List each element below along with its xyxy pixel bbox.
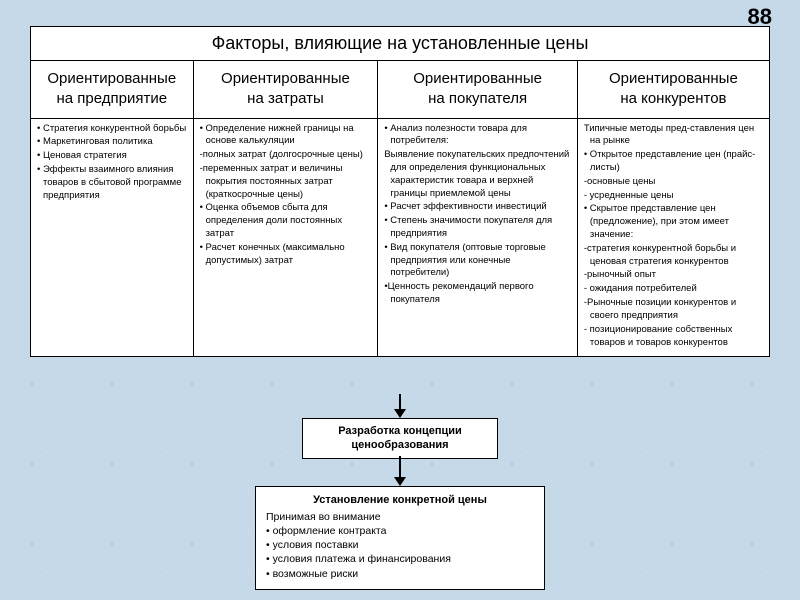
cell-0: • Стратегия конкурентной борьбы• Маркети…	[31, 118, 194, 357]
col-header-0: Ориентированные на предприятие	[31, 61, 194, 119]
cell-item: -основные цены	[584, 176, 763, 189]
cell-item: • Расчет эффективности инвестиций	[384, 201, 571, 214]
box-final: Установление конкретной цены Принимая во…	[255, 486, 545, 590]
box-dev-l1: Разработка концепции	[338, 425, 462, 437]
factors-table: Факторы, влияющие на установленные цены …	[30, 26, 770, 357]
final-line: • условия поставки	[266, 538, 534, 552]
cell-item: Выявление покупательских предпочтений дл…	[384, 149, 571, 200]
col-header-3-l1: Ориентированные	[609, 70, 738, 87]
cell-item: • Степень значимости покупателя для пред…	[384, 215, 571, 241]
box-final-header: Установление конкретной цены	[266, 493, 534, 508]
cell-item: • Маркетинговая политика	[37, 136, 187, 149]
arrow-1-line	[399, 394, 401, 410]
cell-item: •Ценность рекомендаций первого покупател…	[384, 281, 571, 307]
final-line: • возможные риски	[266, 567, 534, 581]
col-header-0-l2: на предприятие	[56, 90, 167, 107]
cell-1: • Определение нижней границы на основе к…	[193, 118, 378, 357]
cell-item: - усредненные цены	[584, 190, 763, 203]
cell-item: • Открытое представление цен (прайс-лист…	[584, 149, 763, 175]
cell-item: - позиционирование собственных товаров и…	[584, 324, 763, 350]
table-content-row: • Стратегия конкурентной борьбы• Маркети…	[31, 118, 770, 357]
col-header-0-l1: Ориентированные	[47, 70, 176, 87]
col-header-3: Ориентированные на конкурентов	[577, 61, 769, 119]
cell-item: -переменных затрат и величины покрытия п…	[200, 163, 372, 201]
table-title-row: Факторы, влияющие на установленные цены	[31, 27, 770, 61]
cell-item: • Эффекты взаимного влияния товаров в сб…	[37, 164, 187, 202]
col-header-2: Ориентированные на покупателя	[378, 61, 578, 119]
final-line: • оформление контракта	[266, 524, 534, 538]
col-header-2-l2: на покупателя	[428, 90, 527, 107]
box-dev-l2: ценообразования	[351, 439, 448, 451]
table-title: Факторы, влияющие на установленные цены	[31, 27, 770, 61]
cell-item: • Расчет конечных (максимально допустимы…	[200, 242, 372, 268]
cell-item: • Вид покупателя (оптовые торговые предп…	[384, 242, 571, 280]
cell-2: • Анализ полезности товара для потребите…	[378, 118, 578, 357]
cell-item: -Рыночные позиции конкурентов и своего п…	[584, 297, 763, 323]
arrow-1-head	[394, 409, 406, 418]
cell-item: -рыночный опыт	[584, 269, 763, 282]
cell-item: -полных затрат (долгосрочные цены)	[200, 149, 372, 162]
box-development: Разработка концепции ценообразования	[302, 418, 498, 459]
cell-item: • Скрытое представление цен (предложение…	[584, 203, 763, 241]
col-header-1: Ориентированные на затраты	[193, 61, 378, 119]
final-line: Принимая во внимание	[266, 510, 534, 524]
cell-3: Типичные методы пред-ставления цен на ры…	[577, 118, 769, 357]
cell-item: • Ценовая стратегия	[37, 150, 187, 163]
cell-item: • Оценка объемов сбыта для определения д…	[200, 202, 372, 240]
final-line: • условия платежа и финансирования	[266, 552, 534, 566]
arrow-2-line	[399, 456, 401, 478]
col-header-2-l1: Ориентированные	[413, 70, 542, 87]
cell-item: -стратегия конкурентной борьбы и ценовая…	[584, 243, 763, 269]
cell-item: • Стратегия конкурентной борьбы	[37, 123, 187, 136]
col-header-1-l1: Ориентированные	[221, 70, 350, 87]
cell-item: - ожидания потребителей	[584, 283, 763, 296]
arrow-2-head	[394, 477, 406, 486]
col-header-3-l2: на конкурентов	[620, 90, 726, 107]
cell-item: • Анализ полезности товара для потребите…	[384, 123, 571, 149]
cell-item: Типичные методы пред-ставления цен на ры…	[584, 123, 763, 149]
table-header-row: Ориентированные на предприятие Ориентиро…	[31, 61, 770, 119]
col-header-1-l2: на затраты	[247, 90, 324, 107]
cell-item: • Определение нижней границы на основе к…	[200, 123, 372, 149]
